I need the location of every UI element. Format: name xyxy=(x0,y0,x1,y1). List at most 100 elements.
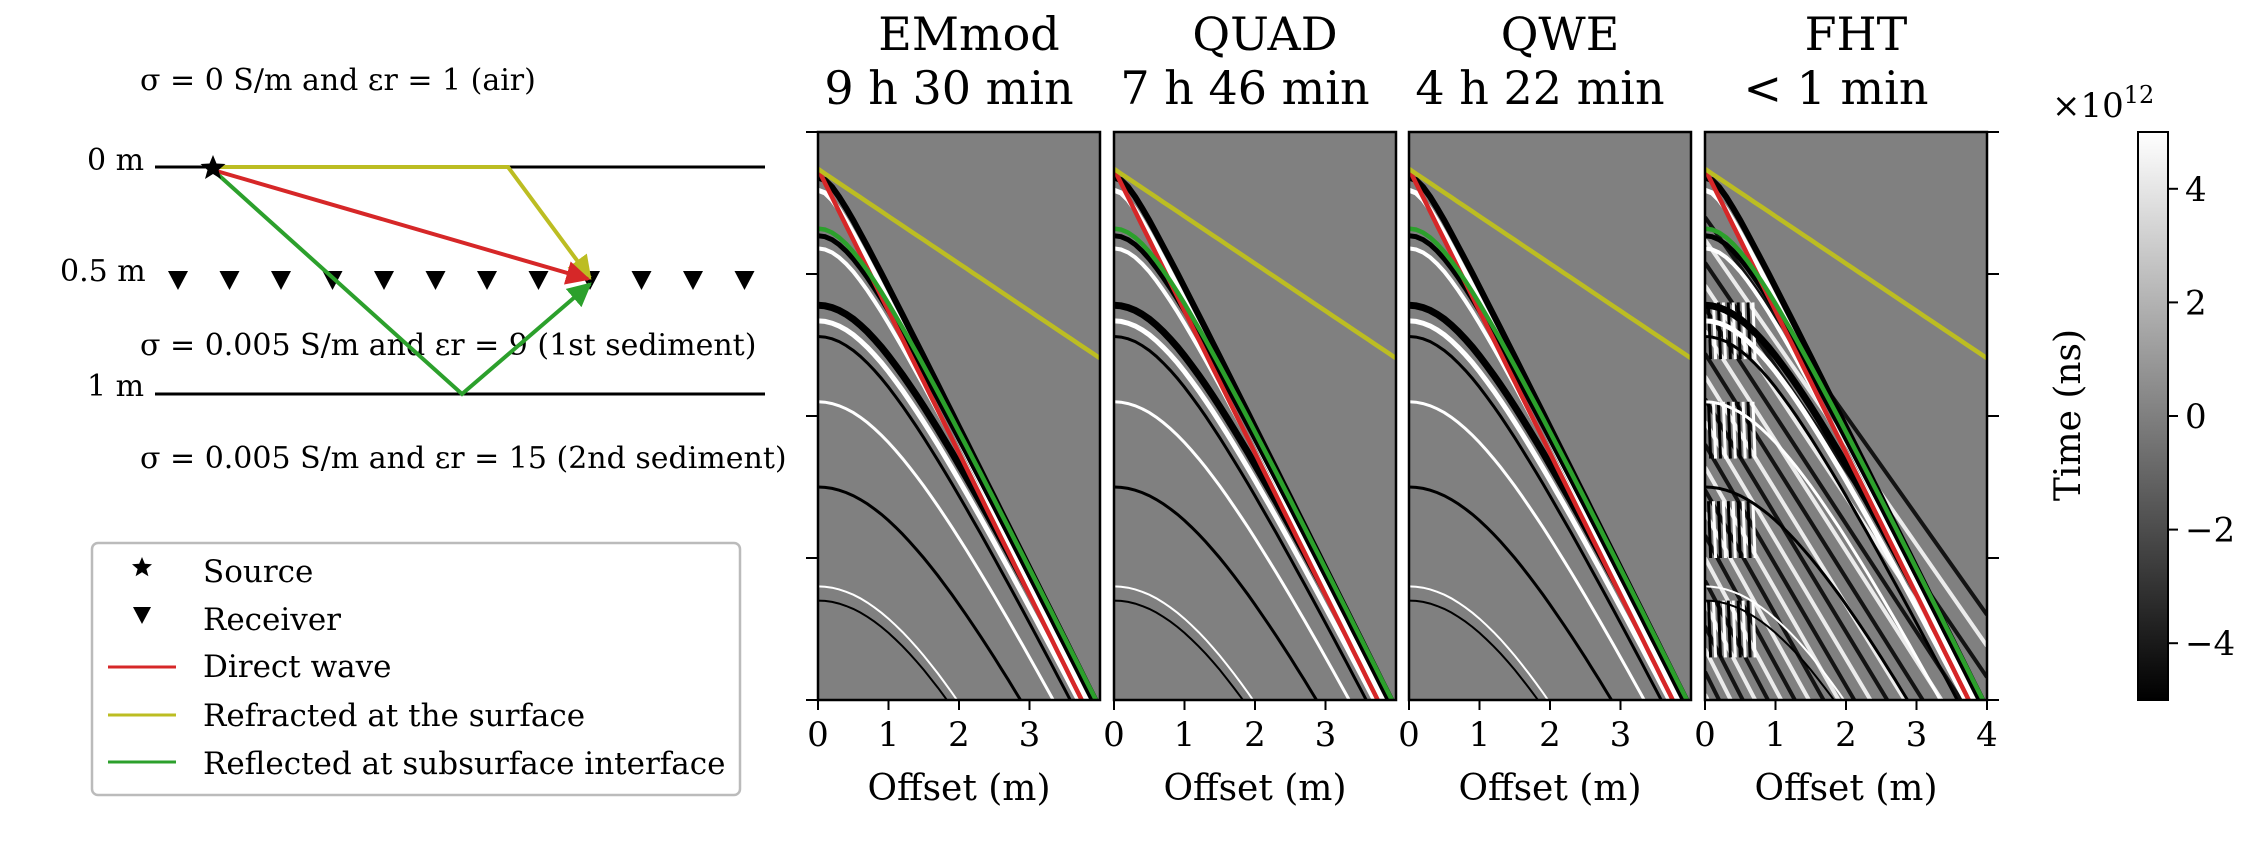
colorbar: ×1012 4 2 0 −2 −4 xyxy=(2052,81,2235,701)
receiver-triangle-icon xyxy=(631,271,652,290)
reflection-band xyxy=(1114,485,1319,700)
reflection-band xyxy=(1114,599,1245,700)
reflection-band xyxy=(1705,318,1969,700)
receiver-triangle-icon xyxy=(322,271,343,290)
x-axis-label: Offset (m) xyxy=(867,768,1050,809)
receiver-triangle-icon xyxy=(683,271,703,290)
event-line-refracted xyxy=(1409,167,1691,361)
ray-direct xyxy=(212,168,591,285)
noise-stripe xyxy=(1705,534,1798,700)
reflection-band xyxy=(1409,335,1663,700)
receiver-triangle-icon xyxy=(528,271,549,290)
noise-speckle xyxy=(1707,600,1713,658)
x-tick-label: 2 xyxy=(1835,715,1857,755)
noise-speckle xyxy=(1741,600,1747,658)
x-tick-label: 1 xyxy=(1765,715,1787,755)
legend-label-refracted: Refracted at the surface xyxy=(203,698,585,734)
noise-speckle xyxy=(1731,401,1737,459)
noise-speckle xyxy=(1751,401,1757,459)
event-line-reflected xyxy=(1705,226,1986,700)
noise-speckle xyxy=(1707,401,1713,459)
noise-speckle xyxy=(1746,401,1752,459)
receiver-triangle-icon xyxy=(271,271,291,290)
x-tick-label: 2 xyxy=(948,715,970,755)
x-tick-label: 0 xyxy=(1103,715,1125,755)
ray-refracted xyxy=(213,165,592,280)
legend-label-source: Source xyxy=(203,554,313,590)
x-tick-label: 3 xyxy=(1019,715,1041,755)
event-line-refracted xyxy=(1114,167,1396,361)
noise-speckle xyxy=(1741,302,1747,360)
event-line-reflected xyxy=(818,226,1099,700)
reflection-band xyxy=(1114,233,1392,700)
noise-stripe xyxy=(1705,352,1926,700)
x-tick-label: 3 xyxy=(1610,715,1632,755)
depth-label-05m: 0.5 m xyxy=(60,254,146,289)
noise-speckle xyxy=(1736,501,1742,559)
reflection-band xyxy=(1409,485,1614,700)
receiver-triangle-icon xyxy=(580,271,600,290)
reflection-band xyxy=(1409,585,1550,700)
reflection-band xyxy=(818,485,1023,700)
receiver-triangle-icon xyxy=(734,271,755,290)
x-tick-label: 4 xyxy=(1976,715,1998,755)
reflection-band xyxy=(1409,318,1673,700)
source-star-icon xyxy=(200,155,226,179)
panel-title: FHT xyxy=(1805,7,1908,61)
legend-label-reflected: Reflected at subsurface interface xyxy=(203,746,725,782)
noise-stripe xyxy=(1705,602,1758,700)
colorbar-gradient xyxy=(2137,131,2169,701)
reflection-band xyxy=(1114,335,1368,700)
colorbar-tick-label: −4 xyxy=(2185,624,2235,664)
noise-speckle xyxy=(1731,501,1737,559)
noise-speckle xyxy=(1741,401,1747,459)
depth-label-1m: 1 m xyxy=(87,369,144,404)
layer-label-air: σ = 0 S/m and εr = 1 (air) xyxy=(140,63,536,98)
reflection-band xyxy=(1705,233,1983,700)
noise-speckle xyxy=(1736,600,1742,658)
colorbar-tick-label: 2 xyxy=(2185,283,2207,323)
event-line-refracted xyxy=(818,167,1100,361)
depth-label-0m: 0 m xyxy=(87,143,144,178)
noise-speckle xyxy=(1721,501,1727,559)
noise-speckle xyxy=(1746,501,1752,559)
x-tick-label: 3 xyxy=(1906,715,1928,755)
x-axis-label: Offset (m) xyxy=(1754,768,1937,809)
model-sketch: σ = 0 S/m and εr = 1 (air) 0 m 0.5 m σ =… xyxy=(60,63,787,476)
noise-speckle xyxy=(1707,302,1713,360)
noise-speckle xyxy=(1721,600,1727,658)
receiver-triangle-icon xyxy=(477,271,497,290)
panel-fht: FHT< 1 min 0 1 2 3 4 Offset (m) xyxy=(1694,7,1999,809)
x-tick-label: 2 xyxy=(1539,715,1561,755)
receiver-triangle-icon xyxy=(219,271,240,290)
noise-stripe xyxy=(1705,466,1841,700)
reflection-band xyxy=(818,335,1072,700)
panel-title: EMmod xyxy=(878,7,1059,61)
noise-speckle xyxy=(1741,501,1747,559)
noise-speckle xyxy=(1721,401,1727,459)
star-icon xyxy=(132,557,152,577)
legend: Source Receiver Direct wave Refracted at… xyxy=(90,541,742,797)
colorbar-tick-label: −2 xyxy=(2185,511,2235,551)
noise-speckle xyxy=(1716,600,1723,658)
noise-speckle xyxy=(1716,302,1723,360)
legend-frame xyxy=(90,541,742,797)
x-tick-label: 2 xyxy=(1244,715,1266,755)
colorbar-tick-label: 0 xyxy=(2185,397,2207,437)
noise-speckle xyxy=(1731,600,1737,658)
y-axis-label: Time (ns) xyxy=(2048,329,2089,501)
layer-label-2nd-sediment: σ = 0.005 S/m and εr = 15 (2nd sediment) xyxy=(140,441,787,476)
x-axis-label: Offset (m) xyxy=(1163,768,1346,809)
reflection-band xyxy=(818,585,959,700)
event-line-refracted xyxy=(1705,167,1987,361)
x-tick-label: 0 xyxy=(1694,715,1716,755)
noise-speckle xyxy=(1751,501,1757,559)
noise-speckle xyxy=(1726,401,1732,459)
reflection-band xyxy=(1114,318,1378,700)
reflection-band xyxy=(1114,585,1255,700)
noise-speckle xyxy=(1726,501,1732,559)
panel-runtime: 4 h 22 min xyxy=(1415,61,1664,115)
